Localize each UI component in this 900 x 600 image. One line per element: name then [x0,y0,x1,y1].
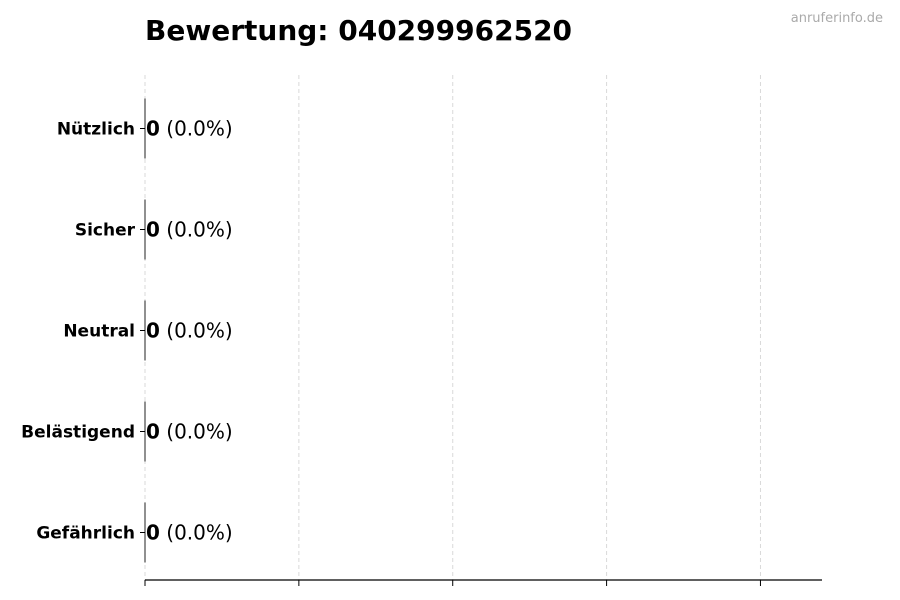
count-value: 0 [146,319,160,343]
percent-value: (0.0%) [160,521,233,545]
data-label: 0 (0.0%) [146,218,233,242]
bars: 0 (0.0%)0 (0.0%)0 (0.0%)0 (0.0%)0 (0.0%) [144,98,233,563]
watermark: anruferinfo.de [791,11,883,26]
data-label: 0 (0.0%) [146,420,233,444]
category-label: Sicher [75,221,136,241]
count-value: 0 [146,420,160,444]
percent-value: (0.0%) [160,117,233,141]
category-label: Belästigend [21,423,135,443]
data-label: 0 (0.0%) [146,117,233,141]
count-value: 0 [146,218,160,242]
grid [144,75,761,580]
category-label: Nützlich [57,120,135,140]
category-label: Gefährlich [36,524,135,544]
count-value: 0 [146,521,160,545]
data-label: 0 (0.0%) [146,521,233,545]
data-label: 0 (0.0%) [146,319,233,343]
category-label: Neutral [63,322,135,342]
percent-value: (0.0%) [160,319,233,343]
percent-value: (0.0%) [160,218,233,242]
percent-value: (0.0%) [160,420,233,444]
x-axis: Nützlich Sicher Neutral Belästigend Gefährli… [21,120,822,586]
count-value: 0 [146,117,160,141]
chart-title: Bewertung: 040299962520 [145,14,572,47]
